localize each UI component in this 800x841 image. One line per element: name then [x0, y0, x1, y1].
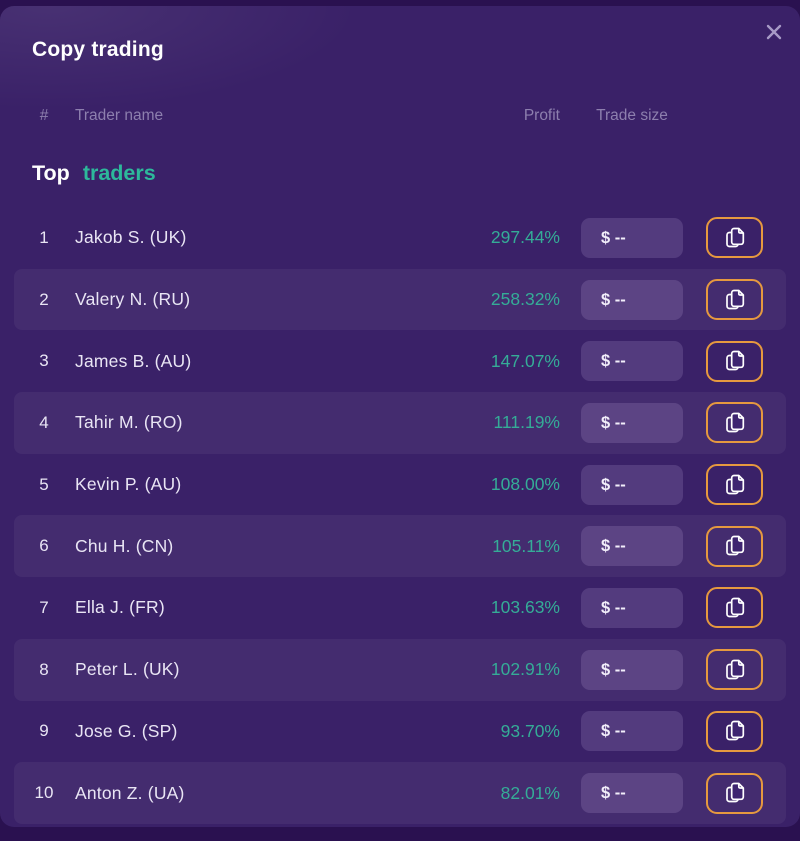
copy-trader-button[interactable] [706, 340, 763, 382]
copy-trader-button[interactable] [706, 587, 763, 629]
trader-name: Valery N. (RU) [75, 289, 191, 310]
trader-rank: 1 [39, 227, 49, 247]
trader-rank: 6 [39, 536, 49, 556]
copy-trader-button[interactable] [706, 772, 763, 814]
trader-rank: 4 [39, 412, 49, 432]
trader-name: Jakob S. (UK) [75, 227, 187, 248]
copy-icon [725, 659, 744, 680]
trade-size-field[interactable]: $ -- [581, 217, 683, 258]
section-title-prefix: Top [32, 161, 70, 185]
trader-profit: 103.63% [490, 597, 560, 618]
traders-list: 1 Jakob S. (UK) 297.44% $ -- 2 Valery N.… [0, 207, 800, 824]
copy-icon [725, 720, 744, 741]
close-button[interactable] [756, 14, 792, 50]
trader-rank: 10 [34, 783, 54, 803]
copy-trader-button[interactable] [706, 217, 763, 259]
header-rank: # [39, 107, 49, 124]
trader-profit: 102.91% [490, 659, 560, 680]
trader-row: 3 James B. (AU) 147.07% $ -- [0, 330, 800, 392]
modal-title: Copy trading [32, 38, 164, 61]
trade-size-field[interactable]: $ -- [581, 773, 683, 814]
trade-size-field[interactable]: $ -- [581, 341, 683, 382]
trader-profit: 147.07% [490, 350, 560, 371]
header-profit: Profit [523, 107, 560, 124]
trade-size-field[interactable]: $ -- [581, 464, 683, 505]
copy-icon [725, 350, 744, 371]
table-header: # Trader name Profit Trade size [0, 104, 800, 128]
trader-rank: 7 [39, 597, 49, 617]
trade-size-field[interactable]: $ -- [581, 711, 683, 752]
trade-size-field[interactable]: $ -- [581, 587, 683, 628]
trader-profit: 108.00% [490, 474, 560, 495]
trader-profit: 105.11% [492, 535, 560, 556]
trader-profit: 297.44% [490, 227, 560, 248]
trader-row: 2 Valery N. (RU) 258.32% $ -- [0, 268, 800, 331]
copy-trader-button[interactable] [706, 525, 763, 567]
trader-profit: 93.70% [500, 720, 560, 741]
trader-rank: 9 [39, 721, 49, 741]
trader-row: 9 Jose G. (SP) 93.70% $ -- [0, 701, 800, 763]
trader-name: James B. (AU) [75, 350, 192, 371]
header-trade-size: Trade size [596, 107, 668, 124]
trader-name: Anton Z. (UA) [75, 782, 185, 803]
trader-profit: 111.19% [493, 412, 561, 433]
trader-row: 5 Kevin P. (AU) 108.00% $ -- [0, 454, 800, 516]
close-icon [766, 24, 782, 40]
copy-icon [725, 597, 744, 618]
copy-icon [725, 535, 744, 556]
trader-rank: 3 [39, 351, 49, 371]
trade-size-field[interactable]: $ -- [581, 279, 683, 320]
copy-trader-button[interactable] [706, 279, 763, 321]
trader-name: Jose G. (SP) [75, 720, 178, 741]
trader-name: Chu H. (CN) [75, 535, 174, 556]
trader-name: Tahir M. (RO) [75, 412, 183, 433]
trader-rank: 8 [39, 659, 49, 679]
trade-size-field[interactable]: $ -- [581, 649, 683, 690]
trader-row: 1 Jakob S. (UK) 297.44% $ -- [0, 207, 800, 269]
section-title-highlight: traders [82, 161, 156, 185]
copy-icon [725, 412, 744, 433]
copy-trader-button[interactable] [706, 402, 763, 444]
trader-name: Ella J. (FR) [75, 597, 165, 618]
trader-row: 4 Tahir M. (RO) 111.19% $ -- [0, 392, 800, 454]
copy-trading-modal: Copy trading # Trader name Profit Trade … [0, 6, 800, 827]
copy-icon [725, 782, 744, 803]
header-name: Trader name [75, 107, 164, 124]
copy-icon [725, 289, 744, 309]
trader-row: 7 Ella J. (FR) 103.63% $ -- [0, 577, 800, 639]
trader-row: 10 Anton Z. (UA) 82.01% $ -- [0, 762, 800, 824]
copy-icon [725, 474, 744, 494]
copy-trader-button[interactable] [706, 649, 763, 691]
trader-row: 6 Chu H. (CN) 105.11% $ -- [0, 515, 800, 577]
section-title: Top traders [32, 161, 156, 186]
trader-name: Kevin P. (AU) [75, 474, 182, 495]
trader-row: 8 Peter L. (UK) 102.91% $ -- [0, 638, 800, 701]
trader-rank: 5 [39, 474, 49, 494]
trader-rank: 2 [39, 289, 49, 309]
trade-size-field[interactable]: $ -- [581, 402, 683, 443]
trader-name: Peter L. (UK) [75, 659, 180, 680]
copy-trader-button[interactable] [706, 710, 763, 752]
copy-trader-button[interactable] [706, 464, 763, 506]
trader-profit: 258.32% [490, 289, 560, 310]
copy-icon [725, 227, 744, 248]
trade-size-field[interactable]: $ -- [581, 526, 683, 567]
trader-profit: 82.01% [500, 782, 560, 803]
